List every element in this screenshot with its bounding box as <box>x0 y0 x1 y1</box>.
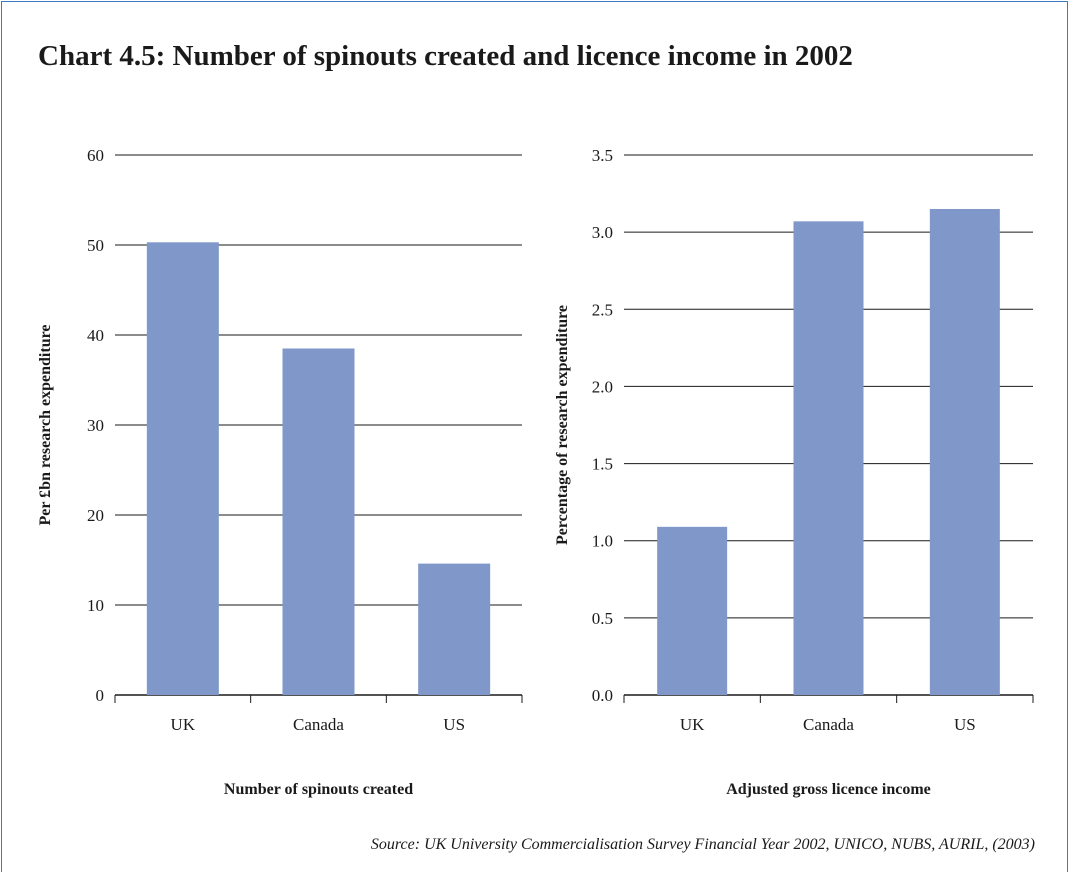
x-tick-label: Canada <box>803 715 854 734</box>
x-tick-label: Canada <box>293 715 344 734</box>
x-tick-label: US <box>443 715 465 734</box>
y-tick-label: 2.0 <box>592 377 613 396</box>
bar-us <box>418 563 491 695</box>
y-tick-label: 0.5 <box>592 609 613 628</box>
y-tick-label: 20 <box>87 506 104 525</box>
y-tick-label: 50 <box>87 236 104 255</box>
chart-title: Chart 4.5: Number of spinouts created an… <box>38 40 853 72</box>
y-tick-label: 10 <box>87 596 104 615</box>
y-tick-label: 0.0 <box>592 686 613 705</box>
y-tick-label: 0 <box>96 686 105 705</box>
y-tick-label: 3.5 <box>592 146 613 165</box>
x-axis-title: Number of spinouts created <box>224 781 413 798</box>
y-axis-title: Per £bn research expenditure <box>37 324 54 525</box>
y-tick-label: 1.0 <box>592 532 613 551</box>
y-tick-label: 60 <box>87 146 104 165</box>
bar-canada <box>282 348 355 695</box>
x-axis-title: Adjusted gross licence income <box>726 781 931 798</box>
bar-uk <box>146 242 219 696</box>
y-tick-label: 40 <box>87 326 104 345</box>
x-tick-label: US <box>954 715 976 734</box>
bar-us <box>929 209 1000 695</box>
source-note: Source: UK University Commercialisation … <box>370 836 1035 853</box>
x-tick-label: UK <box>680 715 705 734</box>
bar-canada <box>793 221 864 696</box>
x-tick-label: UK <box>171 715 196 734</box>
y-axis-title: Percentage of research expenditure <box>554 305 571 545</box>
y-tick-label: 1.5 <box>592 455 613 474</box>
y-tick-label: 2.5 <box>592 300 613 319</box>
y-tick-label: 3.0 <box>592 223 613 242</box>
bar-uk <box>657 526 728 695</box>
y-tick-label: 30 <box>87 416 104 435</box>
